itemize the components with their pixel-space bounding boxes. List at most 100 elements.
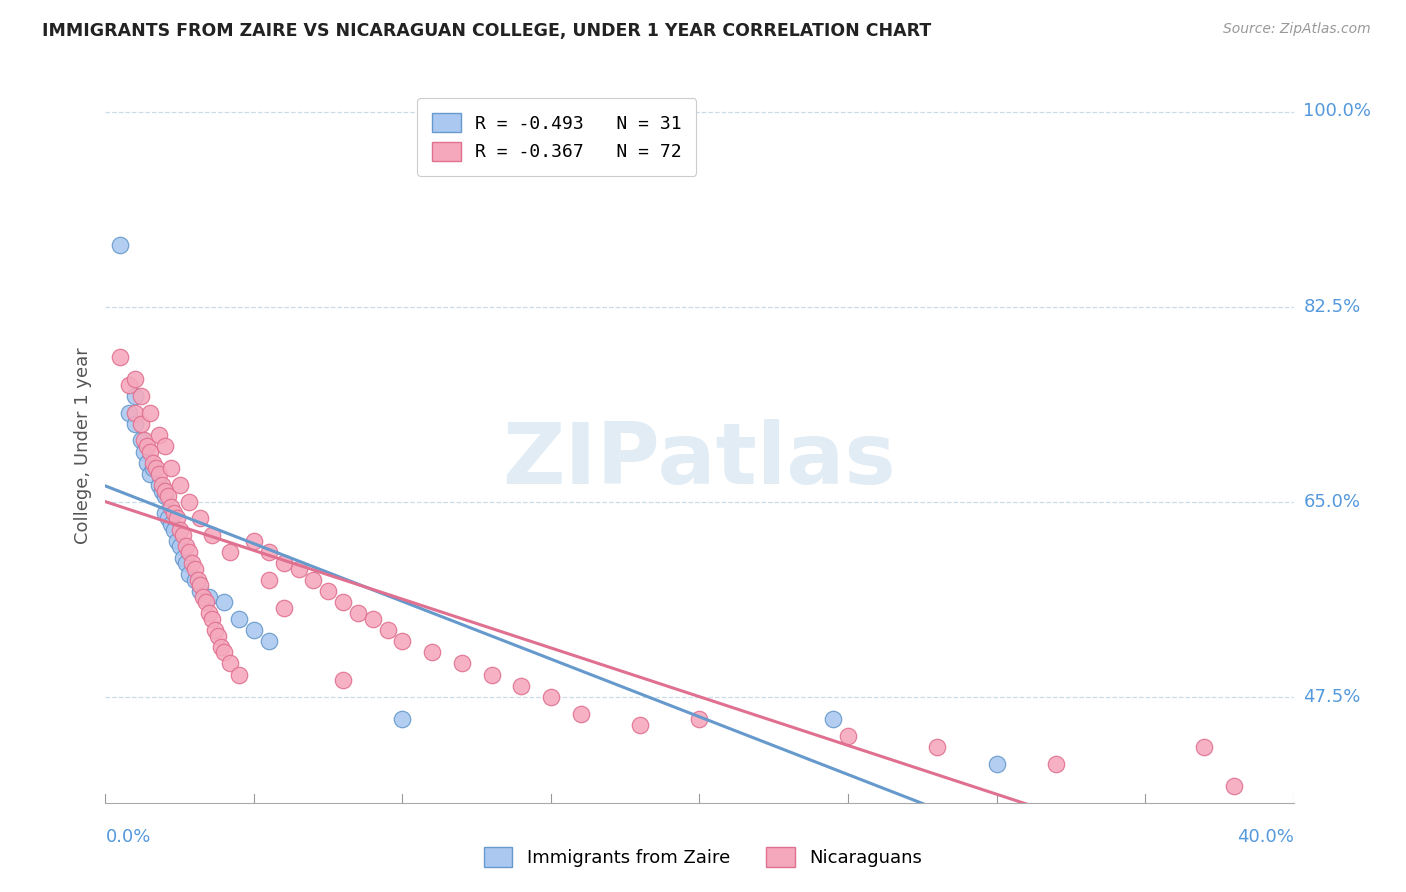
Point [159,516,181,531]
Point [169,478,191,492]
Point [198,590,221,604]
Point [172,528,194,542]
Point [207,628,229,642]
Point [163,506,186,520]
Legend: Immigrants from Zaire, Nicaraguans: Immigrants from Zaire, Nicaraguans [477,839,929,874]
Text: 40.0%: 40.0% [1237,828,1294,846]
Point [139,467,162,481]
Point [1223,779,1246,793]
Point [628,717,651,731]
Point [332,595,354,609]
Point [166,533,188,548]
Point [132,434,155,448]
Point [228,667,250,681]
Point [136,456,159,470]
Point [150,478,173,492]
Y-axis label: College, Under 1 year: College, Under 1 year [73,348,91,544]
Point [132,444,155,458]
Legend: R = -0.493   N = 31, R = -0.367   N = 72: R = -0.493 N = 31, R = -0.367 N = 72 [418,98,696,176]
Text: 0.0%: 0.0% [105,828,150,846]
Text: 47.5%: 47.5% [1303,688,1361,706]
Point [183,562,205,576]
Point [510,679,533,693]
Point [110,238,132,252]
Point [177,494,200,508]
Point [163,523,186,537]
Point [201,528,224,542]
Point [219,657,242,671]
Point [986,756,1008,771]
Point [332,673,354,687]
Point [214,645,236,659]
Point [823,712,845,726]
Point [193,590,215,604]
Point [174,539,197,553]
Point [420,645,443,659]
Text: 100.0%: 100.0% [1303,103,1371,120]
Point [145,461,167,475]
Point [391,634,413,648]
Point [186,573,208,587]
Point [569,706,592,721]
Point [190,511,212,525]
Point [169,539,191,553]
Point [190,584,212,599]
Point [174,556,197,570]
Point [243,533,266,548]
Point [148,478,170,492]
Point [153,439,176,453]
Point [273,600,295,615]
Text: IMMIGRANTS FROM ZAIRE VS NICARAGUAN COLLEGE, UNDER 1 YEAR CORRELATION CHART: IMMIGRANTS FROM ZAIRE VS NICARAGUAN COLL… [42,22,931,40]
Point [228,612,250,626]
Point [450,657,472,671]
Point [927,740,949,755]
Point [180,556,202,570]
Point [153,506,176,520]
Point [243,623,266,637]
Point [195,595,218,609]
Point [540,690,562,704]
Point [139,444,162,458]
Text: Source: ZipAtlas.com: Source: ZipAtlas.com [1223,22,1371,37]
Point [110,350,132,364]
Point [1194,740,1216,755]
Text: 65.0%: 65.0% [1303,492,1361,511]
Point [172,550,194,565]
Point [159,500,181,515]
Point [347,607,370,621]
Point [287,562,309,576]
Point [156,489,179,503]
Point [257,634,280,648]
Point [219,545,242,559]
Point [166,511,188,525]
Point [1045,756,1067,771]
Point [214,595,236,609]
Point [689,712,711,726]
Point [129,417,152,431]
Point [148,428,170,442]
Point [129,434,152,448]
Point [142,461,165,475]
Point [837,729,859,743]
Point [129,389,152,403]
Point [190,578,212,592]
Point [118,377,141,392]
Point [273,556,295,570]
Point [124,406,146,420]
Point [198,607,221,621]
Point [118,406,141,420]
Point [257,545,280,559]
Point [302,573,325,587]
Point [124,389,146,403]
Point [377,623,399,637]
Point [169,523,191,537]
Point [124,372,146,386]
Point [481,667,503,681]
Point [391,712,413,726]
Point [136,439,159,453]
Point [361,612,384,626]
Point [156,511,179,525]
Point [316,584,339,599]
Point [159,461,181,475]
Point [142,456,165,470]
